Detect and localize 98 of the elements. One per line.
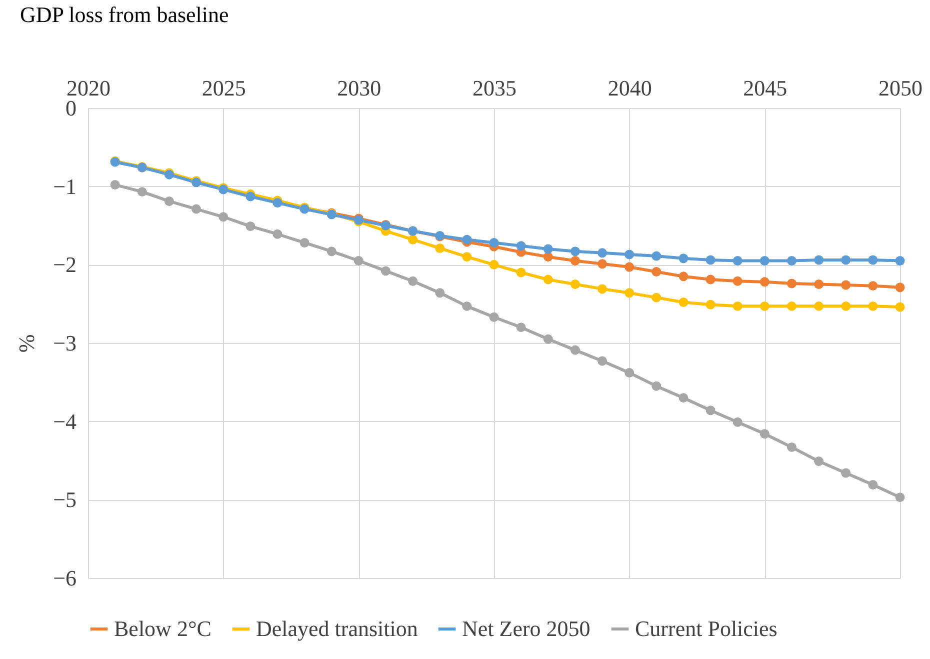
- point: [435, 288, 445, 298]
- legend-label: Current Policies: [635, 616, 778, 641]
- point: [624, 368, 634, 378]
- point: [137, 187, 147, 197]
- point: [678, 272, 688, 282]
- point: [164, 196, 174, 206]
- x-tick-label: 2035: [472, 76, 516, 100]
- point: [678, 254, 688, 264]
- point: [760, 301, 770, 311]
- point: [354, 256, 364, 266]
- point: [678, 298, 688, 307]
- point: [652, 292, 662, 302]
- point: [814, 456, 824, 466]
- point: [868, 301, 878, 311]
- point: [868, 281, 878, 291]
- point: [868, 480, 878, 490]
- point: [598, 259, 608, 269]
- legend-label: Net Zero 2050: [462, 616, 590, 641]
- point: [786, 278, 796, 288]
- point: [706, 255, 716, 265]
- x-tick-label: 2040: [608, 76, 652, 100]
- point: [732, 276, 742, 286]
- point: [570, 256, 580, 266]
- point: [814, 301, 824, 311]
- point: [516, 241, 526, 251]
- point: [786, 256, 796, 266]
- point: [543, 244, 553, 254]
- point: [300, 238, 310, 248]
- point: [732, 301, 742, 311]
- point: [895, 256, 905, 266]
- point: [760, 256, 770, 266]
- point: [868, 255, 878, 265]
- point: [218, 212, 228, 222]
- point: [598, 356, 608, 366]
- y-tick-label: −4: [53, 408, 76, 434]
- point: [272, 229, 282, 239]
- point: [706, 406, 716, 416]
- point: [624, 262, 634, 272]
- point: [841, 255, 851, 265]
- point: [760, 429, 770, 439]
- x-tick-label: 2030: [337, 76, 382, 100]
- point: [786, 301, 796, 311]
- point: [570, 345, 580, 355]
- point: [732, 256, 742, 266]
- point: [706, 300, 716, 310]
- point: [192, 204, 202, 214]
- point: [652, 266, 662, 276]
- y-tick-label: −3: [53, 330, 76, 356]
- legend-label: Below 2°C: [114, 616, 212, 641]
- point: [732, 417, 742, 427]
- x-tick-label: 2045: [743, 76, 788, 100]
- y-tick-label: −1: [53, 174, 76, 199]
- point: [598, 248, 608, 258]
- point: [570, 246, 580, 256]
- point: [516, 322, 526, 332]
- point: [408, 276, 418, 286]
- y-tick-label: −2: [53, 252, 76, 278]
- point: [624, 250, 634, 260]
- point: [543, 252, 553, 262]
- point: [841, 468, 851, 478]
- point: [408, 234, 418, 244]
- point: [814, 280, 824, 289]
- point: [678, 393, 688, 403]
- point: [895, 492, 905, 502]
- point: [489, 238, 499, 248]
- legend-label: Delayed transition: [256, 616, 418, 641]
- point: [110, 180, 120, 190]
- point: [841, 301, 851, 311]
- y-axis-title: %: [14, 334, 40, 353]
- point: [380, 266, 390, 276]
- point: [462, 234, 472, 244]
- point: [652, 251, 662, 261]
- point: [489, 260, 499, 270]
- point: [326, 246, 336, 256]
- point: [462, 252, 472, 262]
- chart-title: GDP loss from baseline: [20, 2, 229, 27]
- point: [786, 442, 796, 452]
- point: [543, 334, 553, 344]
- point: [814, 255, 824, 265]
- point: [598, 284, 608, 294]
- point: [841, 280, 851, 290]
- point: [652, 381, 662, 391]
- point: [246, 222, 256, 232]
- point: [543, 274, 553, 284]
- point: [435, 243, 445, 253]
- point: [570, 280, 580, 289]
- point: [462, 301, 472, 311]
- point: [624, 288, 634, 298]
- point: [516, 268, 526, 278]
- point: [489, 312, 499, 322]
- x-tick-label: 2050: [878, 76, 922, 100]
- y-tick-label: −6: [53, 566, 76, 590]
- x-tick-label: 2025: [202, 76, 246, 100]
- point: [895, 302, 905, 312]
- point: [895, 282, 905, 292]
- point: [706, 274, 716, 284]
- y-tick-label: −5: [53, 487, 76, 512]
- point: [760, 277, 770, 287]
